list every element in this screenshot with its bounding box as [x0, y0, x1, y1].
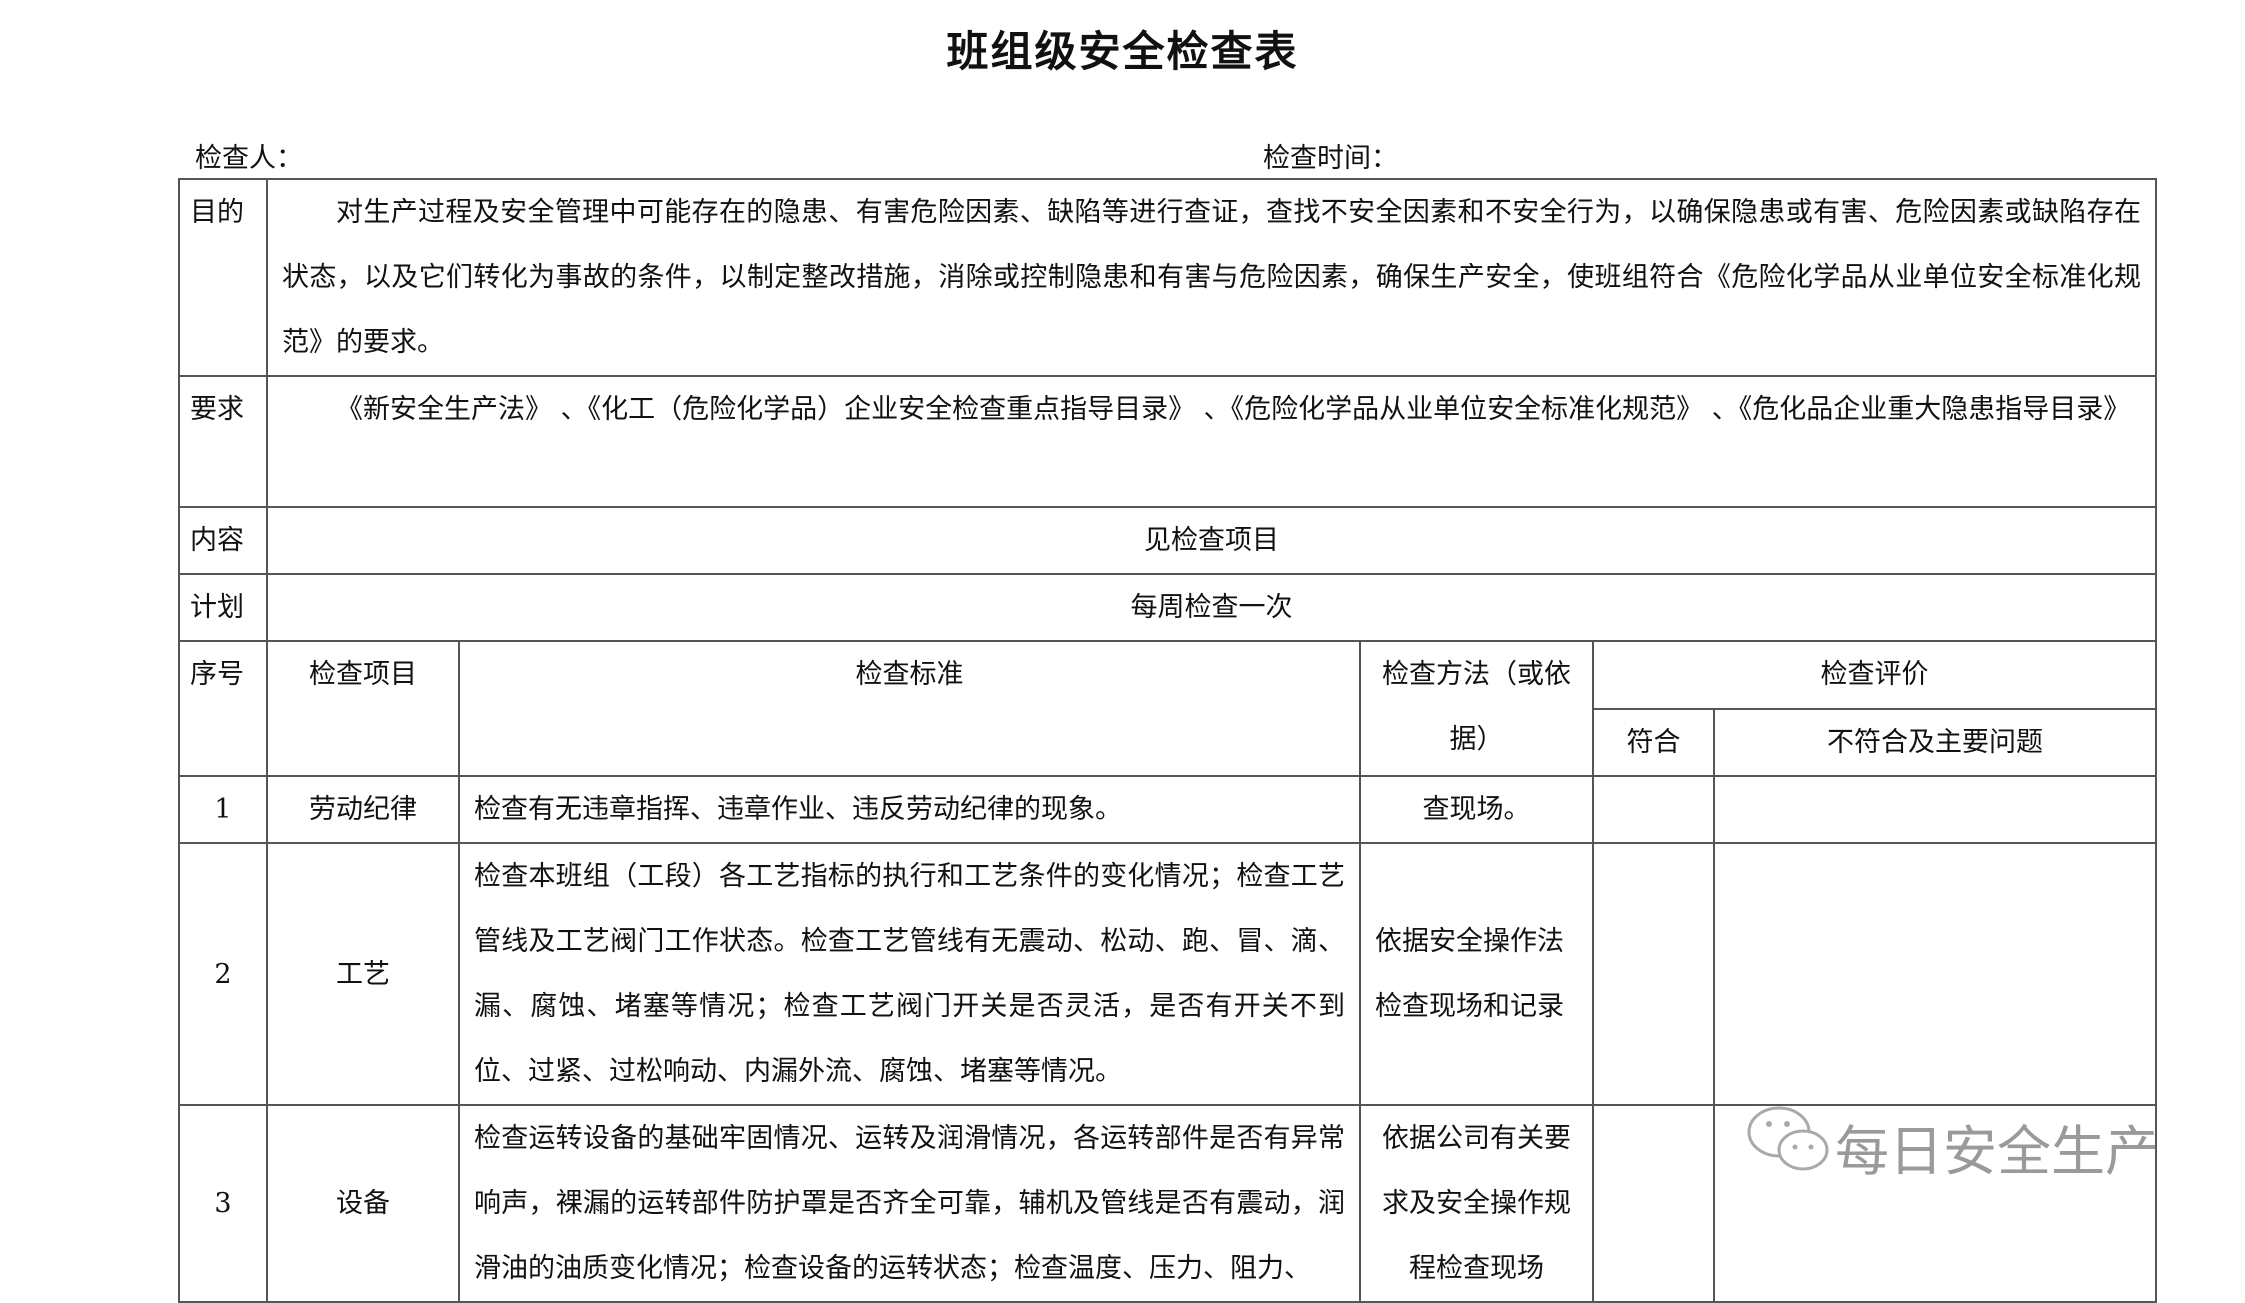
- info-label: 要求: [178, 375, 268, 508]
- info-text: 对生产过程及安全管理中可能存在的隐患、有害危险因素、缺陷等进行查证，查找不安全因…: [265, 178, 2158, 377]
- row-seq: 2: [178, 842, 268, 1106]
- inspection-table: 目的 对生产过程及安全管理中可能存在的隐患、有害危险因素、缺陷等进行查证，查找不…: [178, 178, 2158, 1303]
- row-item: 劳动纪律: [266, 775, 460, 844]
- col-standard: 检查标准: [458, 640, 1361, 777]
- col-evaluation: 检查评价: [1591, 640, 2158, 710]
- col-seq: 序号: [178, 640, 268, 777]
- row-conform[interactable]: [1592, 842, 1715, 1106]
- row-conform[interactable]: [1592, 775, 1715, 844]
- col-conform: 符合: [1592, 708, 1715, 777]
- col-nonconform: 不符合及主要问题: [1712, 708, 2158, 777]
- table-row: 2 工艺 检查本班组（工段）各工艺指标的执行和工艺条件的变化情况；检查工艺管线及…: [178, 842, 2158, 1106]
- info-row-content: 内容 见检查项目: [178, 506, 2158, 575]
- wechat-icon: [1745, 1100, 1835, 1193]
- info-label: 计划: [178, 573, 268, 642]
- info-text: 见检查项目: [265, 506, 2158, 575]
- row-item: 工艺: [266, 842, 460, 1106]
- col-method: 检查方法（或依据）: [1359, 640, 1594, 777]
- info-label: 目的: [178, 178, 268, 377]
- inspector-label: 检查人：: [195, 143, 303, 174]
- watermark-text: 每日安全生产: [1835, 1120, 2159, 1183]
- row-standard: 检查运转设备的基础牢固情况、运转及润滑情况，各运转部件是否有异常响声，裸漏的运转…: [458, 1104, 1361, 1303]
- watermark: 每日安全生产: [1745, 1100, 2159, 1193]
- info-text: 每周检查一次: [265, 573, 2158, 642]
- info-label: 内容: [178, 506, 268, 575]
- row-nonconform[interactable]: [1712, 775, 2158, 844]
- row-seq: 1: [178, 775, 268, 844]
- row-seq: 3: [178, 1104, 268, 1303]
- row-standard: 检查本班组（工段）各工艺指标的执行和工艺条件的变化情况；检查工艺管线及工艺阀门工…: [458, 842, 1361, 1106]
- inspection-time-label: 检查时间：: [1263, 143, 1398, 174]
- row-conform[interactable]: [1592, 1104, 1715, 1303]
- row-item: 设备: [266, 1104, 460, 1303]
- row-method: 依据安全操作法检查现场和记录: [1359, 842, 1594, 1106]
- info-row-purpose: 目的 对生产过程及安全管理中可能存在的隐患、有害危险因素、缺陷等进行查证，查找不…: [178, 178, 2158, 377]
- row-nonconform[interactable]: [1712, 842, 2158, 1106]
- column-subheader-row: 符合 不符合及主要问题: [179, 708, 2158, 777]
- row-method: 依据公司有关要求及安全操作规程检查现场: [1359, 1104, 1594, 1303]
- info-row-requirement: 要求 《新安全生产法》 、《化工（危险化学品）企业安全检查重点指导目录》 、《危…: [178, 375, 2158, 508]
- row-method: 查现场。: [1359, 775, 1594, 844]
- row-standard: 检查有无违章指挥、违章作业、违反劳动纪律的现象。: [458, 775, 1361, 844]
- info-text: 《新安全生产法》 、《化工（危险化学品）企业安全检查重点指导目录》 、《危险化学…: [265, 375, 2158, 508]
- page-title: 班组级安全检查表: [946, 27, 1299, 76]
- info-row-plan: 计划 每周检查一次: [178, 573, 2158, 642]
- table-row: 1 劳动纪律 检查有无违章指挥、违章作业、违反劳动纪律的现象。 查现场。: [178, 775, 2158, 844]
- col-item: 检查项目: [266, 640, 460, 777]
- column-header-row: 序号 检查项目 检查标准 检查方法（或依据） 检查评价: [178, 640, 2158, 777]
